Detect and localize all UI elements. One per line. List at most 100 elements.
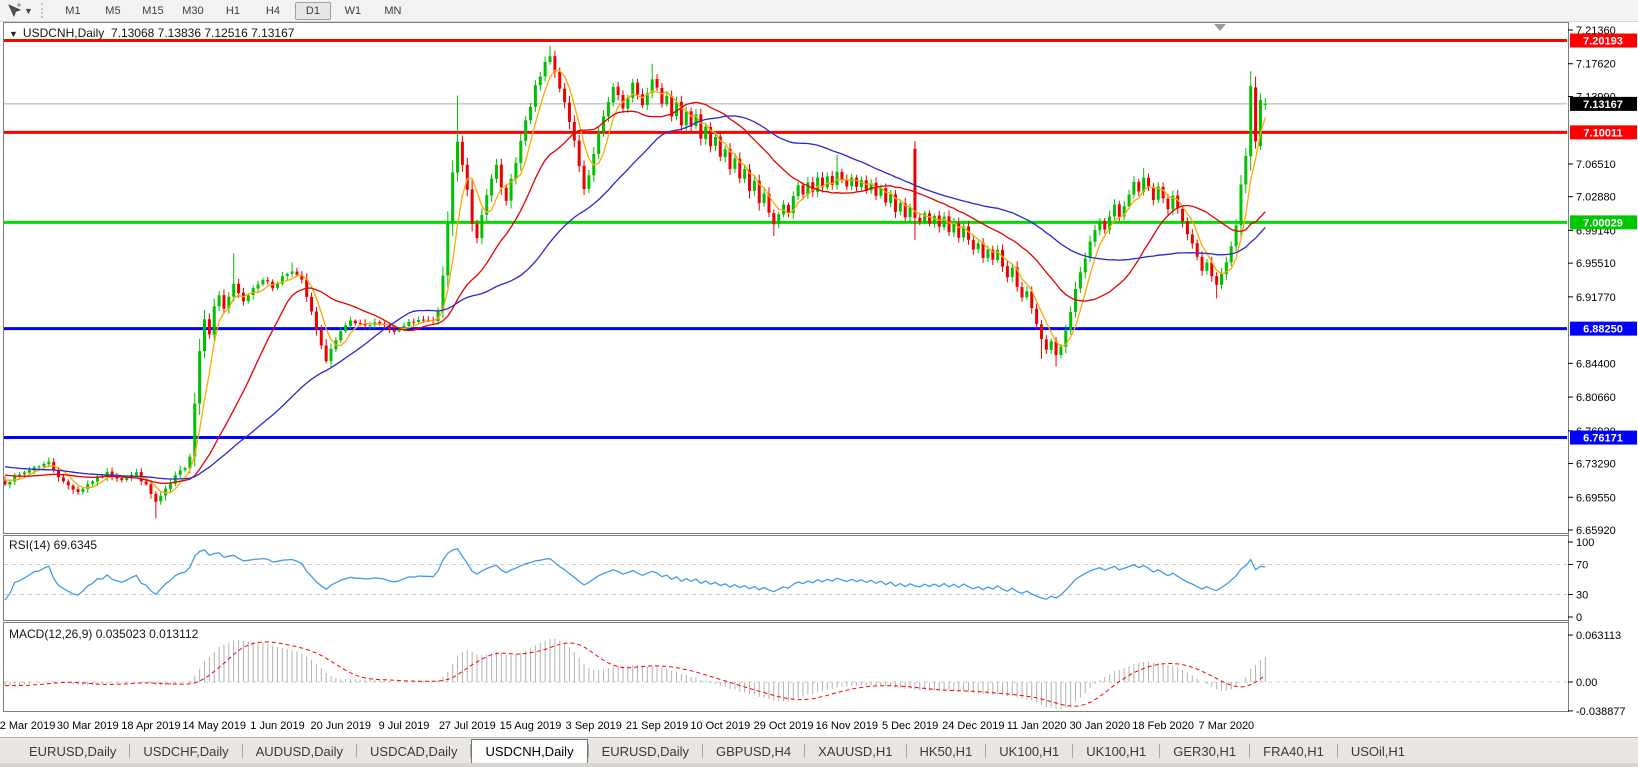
date-axis-label: 18 Feb 2020 — [1132, 720, 1194, 732]
price-tag-label: 7.13167 — [1583, 99, 1623, 111]
macd-axis-label: -0.038877 — [1576, 706, 1626, 718]
date-axis-label: 12 Mar 2019 — [0, 720, 55, 732]
macd-histogram — [4, 638, 1266, 710]
date-axis-label: 29 Oct 2019 — [754, 720, 814, 732]
chart-symbol: USDCNH,Daily — [22, 26, 105, 40]
timeframe-button-mn[interactable]: MN — [384, 4, 402, 17]
tab-usdchf-daily[interactable]: USDCHF,Daily — [143, 743, 229, 759]
price-tag-label: 7.20193 — [1583, 36, 1623, 48]
tab-separator — [129, 744, 131, 758]
candles — [4, 45, 1267, 519]
price-axis-label: 6.69550 — [1576, 492, 1616, 504]
symbol-dropdown-caret[interactable]: ▼ — [9, 29, 18, 39]
tab-separator — [470, 744, 472, 758]
status-strip — [0, 763, 1638, 767]
tab-separator — [1159, 744, 1161, 758]
tab-xauusd-h1[interactable]: XAUUSD,H1 — [818, 743, 893, 759]
date-axis-label: 1 Jun 2019 — [250, 720, 304, 732]
price-axis-label: 6.73290 — [1576, 459, 1616, 471]
crosshair-cursor-icon[interactable] — [5, 3, 23, 19]
tab-usdcnh-daily[interactable]: USDCNH,Daily — [471, 739, 588, 764]
fast-ma-line — [4, 69, 1266, 494]
tab-separator — [804, 744, 806, 758]
chart-shift-marker[interactable] — [1214, 24, 1226, 31]
price-axis-label: 7.02880 — [1576, 192, 1616, 204]
chart-title: ▼ USDCNH,Daily 7.13068 7.13836 7.12516 7.… — [9, 26, 294, 40]
main-panel — [4, 39, 1567, 519]
toolbar: ▼ M1 M5 M15 M30 H1 H4 D1 W1 MN — [0, 0, 1638, 22]
toolbar-grip — [40, 3, 46, 18]
timeframe-button-h1[interactable]: H1 — [225, 4, 240, 17]
panel-frame — [3, 622, 1569, 712]
date-axis-label: 7 Mar 2020 — [1199, 720, 1255, 732]
tab-eurusd-daily[interactable]: EURUSD,Daily — [29, 743, 117, 759]
date-axis-label: 5 Dec 2019 — [882, 720, 938, 732]
date-axis-label: 10 Oct 2019 — [690, 720, 750, 732]
date-axis-label: 27 Jul 2019 — [439, 720, 496, 732]
date-axis-label: 30 Mar 2019 — [57, 720, 119, 732]
tab-separator — [1249, 744, 1251, 758]
price-tag — [1570, 96, 1637, 111]
timeframe-button-d1[interactable]: D1 — [294, 1, 331, 20]
price-axis-label: 6.84400 — [1576, 358, 1616, 370]
macd-axis-label: 0.063113 — [1576, 630, 1621, 642]
symbol-tabs: EURUSD,Daily USDCHF,Daily AUDUSD,Daily USDC… — [0, 737, 1638, 764]
timeframe-button-m15[interactable]: M15 — [142, 4, 164, 17]
tab-separator — [1336, 744, 1338, 758]
rsi-axis-label: 100 — [1576, 537, 1594, 549]
tab-audusd-daily[interactable]: AUDUSD,Daily — [255, 743, 344, 759]
timeframe-buttons: M1 M5 M15 M30 H1 H4 D1 W1 MN — [55, 1, 411, 20]
price-tag-label: 6.76171 — [1583, 433, 1623, 445]
price-tag-label: 7.10011 — [1583, 127, 1622, 139]
tab-gbpusd-h4[interactable]: GBPUSD,H4 — [715, 743, 792, 759]
macd-axis-label: 0.00 — [1576, 677, 1597, 689]
date-axis-label: 30 Jan 2020 — [1070, 720, 1131, 732]
date-axis-label: 18 Apr 2019 — [121, 720, 180, 732]
date-axis-label: 9 Jul 2019 — [379, 720, 430, 732]
panel-frame — [3, 535, 1569, 621]
tab-separator — [905, 744, 907, 758]
chevron-down-icon[interactable]: ▼ — [24, 5, 33, 16]
rsi-axis-label: 70 — [1576, 560, 1588, 572]
price-axis-label: 6.65920 — [1576, 525, 1616, 537]
tab-separator — [701, 744, 703, 758]
timeframe-button-h4[interactable]: H4 — [265, 4, 280, 17]
price-axis-label: 6.91770 — [1576, 292, 1616, 304]
chart-ohlc-values: 7.13068 7.13836 7.12516 7.13167 — [110, 26, 295, 40]
tab-usdcad-daily[interactable]: USDCAD,Daily — [370, 743, 458, 759]
tab-fra40-h1[interactable]: FRA40,H1 — [1263, 743, 1324, 759]
date-axis-label: 11 Jan 2020 — [1007, 720, 1067, 732]
date-axis-label: 14 May 2019 — [182, 720, 246, 732]
panel-frame — [3, 22, 1569, 534]
price-tag — [1570, 125, 1637, 140]
price-tag — [1570, 33, 1637, 48]
macd-panel — [4, 638, 1567, 710]
rsi-line — [4, 548, 1266, 601]
date-axis-label: 24 Dec 2019 — [942, 720, 1004, 732]
medium-ma-line — [4, 101, 1266, 484]
price-tag-label: 7.00029 — [1583, 217, 1623, 229]
price-tag — [1570, 430, 1637, 445]
tab-eurusd-daily[interactable]: EURUSD,Daily — [601, 743, 689, 759]
timeframe-button-m1[interactable]: M1 — [65, 4, 81, 17]
date-axis-label: 21 Sep 2019 — [626, 720, 688, 732]
tab-separator — [1072, 744, 1074, 758]
timeframe-button-m5[interactable]: M5 — [105, 4, 121, 17]
price-tag-label: 6.88250 — [1583, 324, 1623, 336]
tab-ger30-h1[interactable]: GER30,H1 — [1173, 743, 1237, 759]
tab-uk100-h1[interactable]: UK100,H1 — [999, 743, 1060, 759]
tab-usoil-h1[interactable]: USOil,H1 — [1350, 743, 1406, 759]
date-axis-label: 15 Aug 2019 — [500, 720, 562, 732]
price-axis-label: 6.80660 — [1576, 392, 1616, 404]
price-tag — [1570, 321, 1637, 336]
timeframe-button-m30[interactable]: M30 — [182, 4, 204, 17]
tab-uk100-h1[interactable]: UK100,H1 — [1086, 743, 1147, 759]
tab-hk50-h1[interactable]: HK50,H1 — [919, 743, 973, 759]
price-axis: 7.213607.176207.139907.065107.028806.991… — [1568, 25, 1637, 718]
macd-signal-line — [4, 641, 1266, 707]
tab-separator — [241, 744, 243, 758]
price-axis-label: 6.95510 — [1576, 258, 1616, 270]
timeframe-button-w1[interactable]: W1 — [344, 4, 362, 17]
